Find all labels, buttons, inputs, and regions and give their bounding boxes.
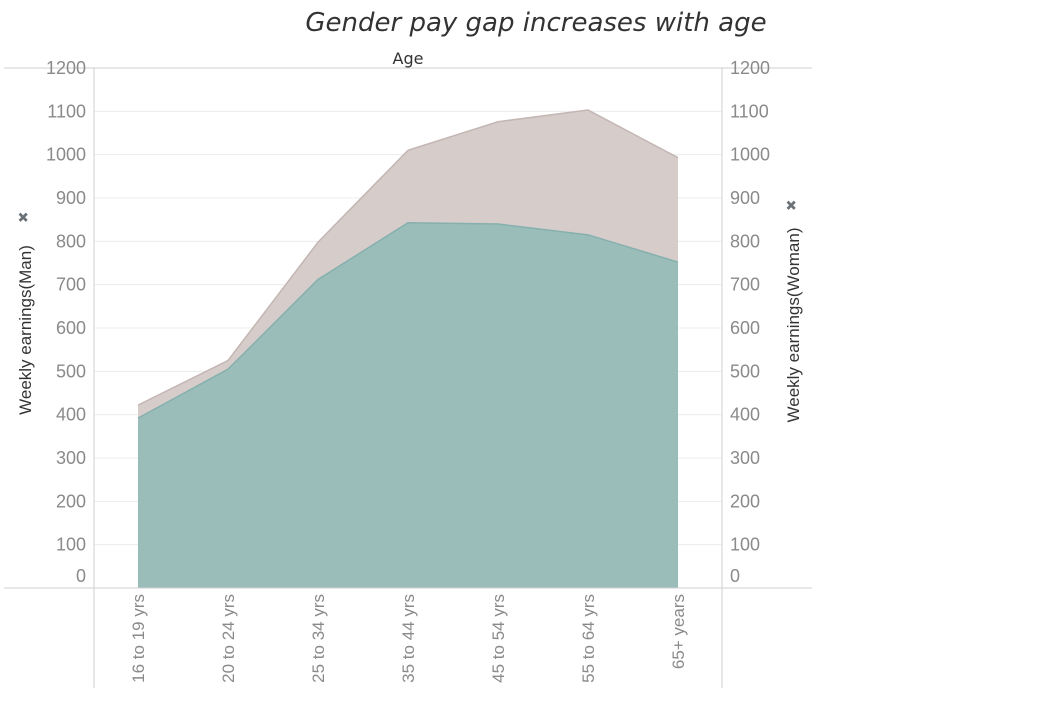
y-tick-label-left: 900	[56, 188, 86, 208]
y-tick-label-left: 500	[56, 361, 86, 381]
x-tick-label: 35 to 44 yrs	[399, 594, 418, 683]
x-axis-title: Age	[393, 49, 424, 68]
y-tick-label-right: 900	[730, 188, 760, 208]
y-tick-label-right: 800	[730, 231, 760, 251]
area-woman[interactable]	[138, 222, 678, 588]
x-tick-label: 65+ years	[669, 594, 688, 669]
y-tick-label-right: 1000	[730, 145, 770, 165]
y-tick-label-left: 1100	[47, 101, 86, 121]
y-tick-label-left: 300	[56, 448, 86, 468]
y-tick-label-left: 800	[56, 231, 86, 251]
x-axis: 16 to 19 yrs 20 to 24 yrs 25 to 34 yrs 35 t…	[129, 594, 688, 683]
pin-icon-right[interactable]: ✚	[782, 196, 802, 216]
y-tick-label-right: 1100	[730, 101, 769, 121]
chart-title: Gender pay gap increases with age	[305, 8, 766, 38]
y-tick-label-right: 600	[730, 318, 760, 338]
plot-frame	[4, 67, 812, 688]
area-series	[137, 109, 679, 589]
y-tick-label-right: 400	[730, 405, 760, 425]
y-tick-label-left: 100	[56, 535, 86, 555]
y-tick-label-right: 0	[730, 566, 740, 586]
y-tick-label-left: 600	[56, 318, 86, 338]
line-man	[137, 109, 679, 406]
y-tick-label-right: 100	[730, 535, 760, 555]
x-tick-label: 45 to 54 yrs	[489, 594, 508, 683]
y-axis-left: 0 100 200 300 400 500 600 700 800 900 1000 1100 1200	[46, 58, 86, 586]
pin-icon-left[interactable]: ✚	[14, 208, 34, 228]
y-tick-label-right: 500	[730, 361, 760, 381]
y-tick-label-right: 200	[730, 491, 760, 511]
y-tick-label-left: 400	[56, 405, 86, 425]
y-tick-label-left: 1200	[46, 58, 86, 78]
y-tick-label-left: 700	[56, 275, 86, 295]
line-woman	[137, 221, 679, 419]
y-axis-title-right: Weekly earnings(Woman)	[784, 228, 803, 423]
y-tick-label-left: 0	[76, 566, 86, 586]
y-tick-label-left: 1000	[46, 145, 86, 165]
x-tick-label: 25 to 34 yrs	[309, 594, 328, 683]
y-tick-label-right: 300	[730, 448, 760, 468]
y-tick-label-left: 200	[56, 491, 86, 511]
x-tick-label: 20 to 24 yrs	[219, 594, 238, 683]
y-axis-right: 0 100 200 300 400 500 600 700 800 900 1000 1100 1200	[730, 58, 770, 586]
y-axis-title-left: Weekly earnings(Man)	[16, 245, 35, 415]
x-tick-label: 55 to 64 yrs	[579, 594, 598, 683]
y-tick-label-right: 700	[730, 275, 760, 295]
x-tick-label: 16 to 19 yrs	[129, 594, 148, 683]
y-tick-label-right: 1200	[730, 58, 770, 78]
